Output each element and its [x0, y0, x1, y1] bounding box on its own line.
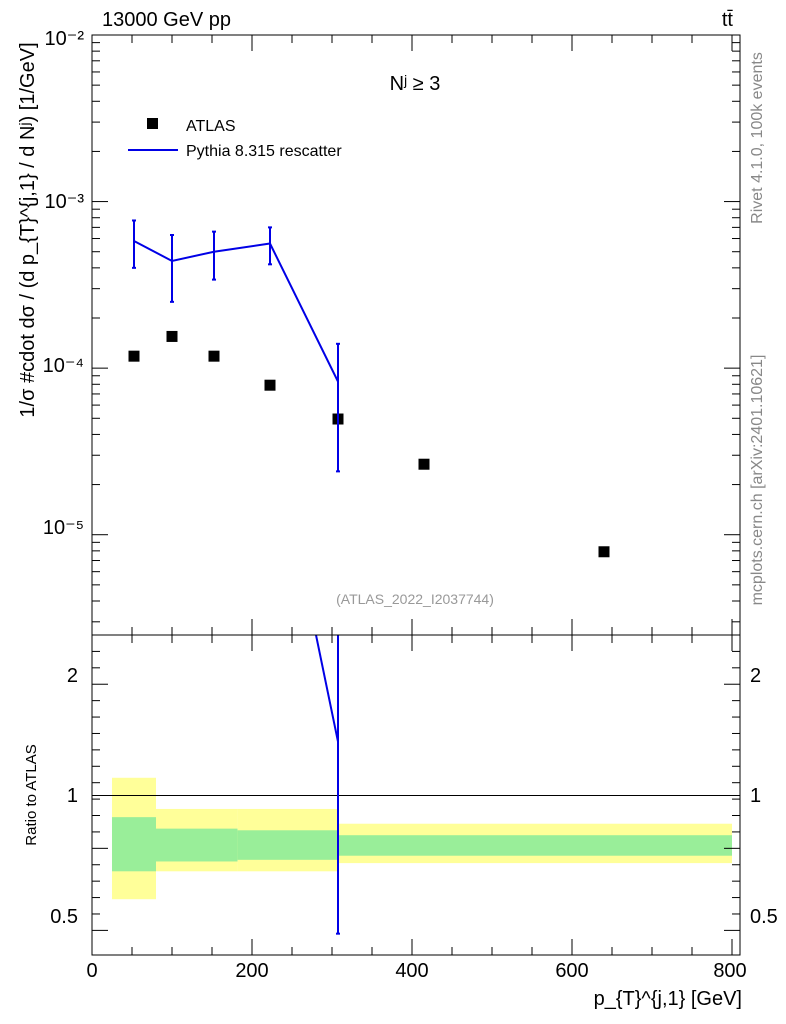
ratio-ytick-2-right: 2	[750, 665, 761, 687]
atlas-data-point	[418, 458, 430, 470]
energy-label: 13000 GeV pp	[102, 9, 231, 31]
ratio-ytick-0.5-left: 0.5	[50, 906, 78, 928]
legend-pythia-label: Pythia 8.315 rescatter	[186, 143, 342, 160]
ratio-pythia-line	[315, 635, 339, 742]
atlas-data-point	[208, 350, 220, 362]
xtick-label-400: 400	[395, 960, 428, 982]
xtick-label-600: 600	[555, 960, 588, 982]
mcplots-label: mcplots.cern.ch [arXiv:2401.10621]	[749, 355, 766, 606]
ratio-ytick-1-left: 1	[67, 785, 78, 807]
atlas-data-point	[264, 379, 276, 391]
legend-atlas-marker	[147, 118, 158, 129]
ratio-ytick-1-right: 1	[750, 785, 761, 807]
ratio-ytick-0.5-right: 0.5	[750, 906, 778, 928]
process-label: tt̄	[722, 9, 734, 31]
analysis-reference: (ATLAS_2022_I2037744)	[336, 591, 494, 607]
xtick-label-0: 0	[86, 960, 97, 982]
ratio-ytick-2-left: 2	[67, 665, 78, 687]
atlas-data-point	[598, 546, 610, 558]
pythia-line	[133, 240, 339, 383]
ratio-frame	[91, 634, 741, 956]
ytick-label-1e-3: 10⁻³	[45, 191, 85, 213]
ratio-green-band	[337, 835, 372, 856]
ratio-y-axis-label: Ratio to ATLAS	[23, 744, 40, 845]
ratio-uncertainty-bands	[112, 777, 732, 900]
ratio-axis-ticks	[91, 635, 740, 955]
main-axis-ticks	[91, 34, 740, 635]
main-data-layer	[128, 219, 610, 558]
xtick-label-800: 800	[713, 960, 746, 982]
main-y-tick-labels: 10⁻⁵ 10⁻⁴ 10⁻³ 10⁻²	[43, 28, 85, 539]
main-panel: 10⁻⁵ 10⁻⁴ 10⁻³ 10⁻² Nʲ ≥ 3 1/σ #cdot dσ …	[17, 28, 741, 636]
ratio-data-layer	[315, 635, 340, 935]
plot-title: Nʲ ≥ 3	[390, 73, 441, 95]
legend-atlas-label: ATLAS	[186, 118, 236, 135]
atlas-data-point	[128, 350, 140, 362]
ytick-label-1e-5: 10⁻⁵	[43, 517, 84, 539]
atlas-data-point	[166, 330, 178, 342]
ratio-panel: 2 1 0.5 2 1 0.5 0 200 400 600 800 Ratio …	[23, 634, 778, 1010]
ratio-green-band	[112, 817, 156, 872]
ratio-green-band	[237, 830, 338, 860]
legend: ATLAS Pythia 8.315 rescatter	[128, 118, 342, 160]
x-axis-label: p_{T}^{j,1} [GeV]	[594, 988, 742, 1010]
ytick-label-1e-4: 10⁻⁴	[43, 355, 84, 377]
ratio-green-band	[156, 828, 238, 862]
rivet-version-label: Rivet 4.1.0, 100k events	[749, 52, 766, 224]
main-y-axis-label: 1/σ #cdot dσ / (d p_{T}^{j,1} / d Nʲ) [1…	[17, 42, 39, 417]
ratio-green-band	[372, 835, 732, 856]
xtick-label-200: 200	[235, 960, 268, 982]
ytick-label-1e-2: 10⁻²	[45, 28, 85, 50]
